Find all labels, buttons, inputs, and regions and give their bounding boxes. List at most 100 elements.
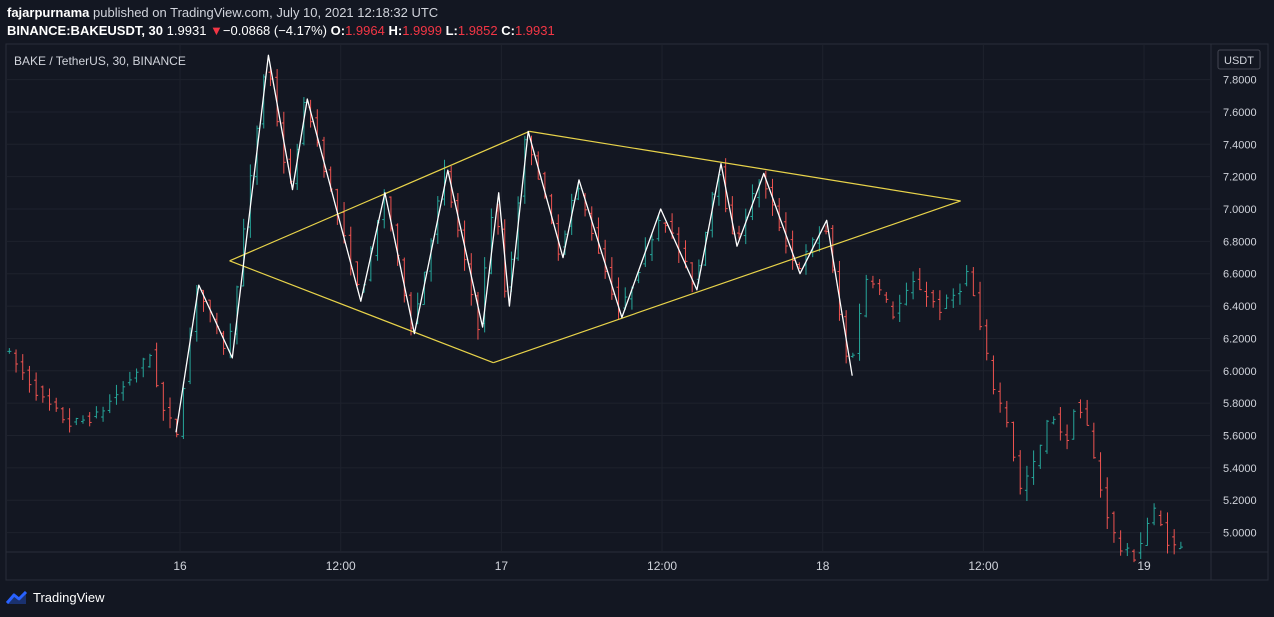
candle-up [134,368,139,383]
candle-down [168,397,173,429]
candle-up [107,394,112,414]
candle-up [964,265,969,287]
candle-down [34,372,39,401]
candle-down [884,291,889,303]
price-tick-label: 7.6000 [1223,107,1257,119]
price-tick-label: 6.2000 [1223,333,1257,345]
candle-up [1178,541,1183,550]
candle-down [891,301,896,320]
candle-down [1065,424,1070,450]
price-tick-label: 6.8000 [1223,236,1257,248]
price-tick-label: 7.0000 [1223,204,1257,216]
symbol-label: BINANCE:BAKEUSDT, 30 [7,23,164,38]
candle-down [469,253,474,306]
time-tick-label: 12:00 [968,559,998,573]
open-value: 1.9964 [345,23,385,38]
currency-badge[interactable] [1217,49,1261,70]
time-tick-label: 16 [173,559,187,573]
zigzag-line [175,54,853,433]
candle-down [917,268,922,291]
candle-down [1098,452,1103,498]
footer-brand[interactable]: TradingView [33,590,105,605]
time-tick-label: 12:00 [647,559,677,573]
close-label: C: [501,23,515,38]
candle-up [74,417,79,426]
author-name[interactable]: fajarpurnama [7,5,90,20]
candle-up [636,271,641,284]
candle-down [1078,399,1083,419]
candle-down [870,275,875,289]
candle-down [1004,400,1009,428]
candle-up [114,384,119,405]
price-tick-label: 7.2000 [1223,172,1257,184]
candle-down [984,319,989,361]
candle-down [1165,512,1170,554]
candle-down [603,239,608,279]
high-value: 1.9999 [402,23,442,38]
open-label: O: [330,23,346,38]
price-tick-label: 5.8000 [1223,398,1257,410]
candle-down [27,365,32,393]
pattern-trendline [529,130,961,202]
pattern-trendline [229,260,494,364]
candle-down [1172,529,1177,555]
candle-up [951,288,956,308]
candle-down [1118,530,1123,556]
zigzag-polyline [175,54,853,433]
candle-down [40,385,45,403]
price-tick-label: 6.4000 [1223,301,1257,313]
candle-up [94,406,99,419]
candle-up [897,294,902,323]
footer: TradingView [6,590,105,605]
candle-down [60,407,65,424]
candle-down [609,257,614,300]
candle-down [556,214,561,261]
tradingview-logo-icon[interactable] [6,590,28,605]
candle-down [998,382,1003,413]
triangle-pattern [229,130,961,364]
pattern-trendline [493,200,961,364]
candle-down [221,330,226,355]
candle-up [750,184,755,221]
candle-up [1044,419,1049,454]
price-change: −0.0868 (−4.17%) [222,23,327,38]
chart-header: fajarpurnama published on TradingView.co… [7,4,555,40]
candle-up [850,352,855,358]
price-tick-label: 5.0000 [1223,528,1257,540]
candle-down [1132,549,1137,563]
candle-up [1125,543,1130,557]
price-tick-label: 5.6000 [1223,431,1257,443]
candle-down [824,225,829,235]
candle-down [616,277,621,320]
candle-down [1105,477,1110,530]
candle-up [1024,465,1029,502]
candle-down [355,261,360,286]
candle-down [737,225,742,239]
candle-up [957,283,962,305]
candle-down [161,381,166,421]
low-label: L: [445,23,458,38]
price-axis[interactable]: 5.0000 5.2000 5.4000 5.6000 5.8000 6.0000 6.20… [1223,75,1257,540]
candle-down [991,355,996,395]
candle-up [101,406,106,422]
high-label: H: [388,23,403,38]
candle-up [864,274,869,318]
price-tick-label: 5.2000 [1223,495,1257,507]
candle-up [911,271,916,300]
candle-down [54,397,59,412]
candle-up [241,218,246,287]
change-arrow-icon: ▼ [210,23,223,38]
time-tick-label: 18 [816,559,830,573]
candle-up [121,381,126,401]
candle-up [656,215,661,242]
low-value: 1.9852 [457,23,498,38]
candle-down [978,281,983,331]
chart-frame [5,43,1269,581]
candle-down [14,349,19,373]
candle-up [522,135,527,204]
time-tick-label: 17 [495,559,509,573]
candle-down [877,279,882,296]
time-tick-label: 12:00 [326,559,356,573]
